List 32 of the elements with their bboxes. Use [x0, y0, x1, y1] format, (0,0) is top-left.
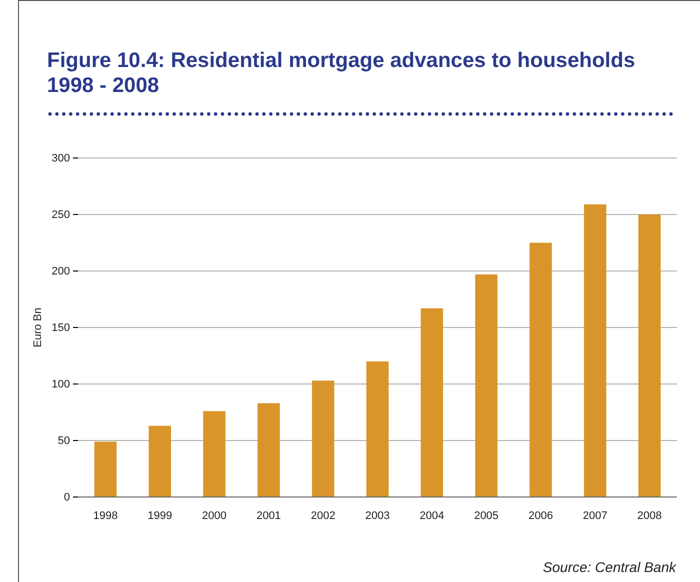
y-tick-label: 50 [58, 435, 70, 448]
x-tick-label: 1999 [148, 510, 172, 522]
x-tick-label: 2002 [310, 510, 336, 522]
x-tick-label: 2006 [528, 510, 553, 522]
bar [366, 361, 389, 497]
y-tick-label: 250 [52, 209, 70, 222]
bar [584, 204, 606, 497]
bar [638, 214, 661, 497]
bar [530, 242, 552, 497]
x-tick-label: 2008 [637, 510, 662, 522]
y-tick-label: 0 [64, 492, 70, 504]
bar [420, 308, 444, 497]
bar [258, 403, 280, 497]
x-tick-label: 2001 [256, 510, 281, 522]
y-tick-label: 150 [52, 322, 70, 334]
y-tick-label: 100 [52, 378, 70, 391]
bar [94, 442, 117, 497]
y-axis-title: Euro Bn [32, 308, 44, 348]
source-note: Source: Central Bank [542, 559, 677, 575]
x-tick-label: 2005 [474, 510, 499, 522]
x-tick-label: 2000 [202, 510, 227, 522]
y-tick-label: 300 [52, 152, 70, 165]
bar [312, 380, 334, 497]
x-tick-label: 2007 [582, 510, 608, 522]
x-tick-label: 1998 [93, 510, 118, 522]
chart-title: Figure 10.4: Residential mortgage advances to households 1998 - 2008 [47, 49, 636, 97]
y-tick-label: 200 [52, 266, 70, 278]
bar [475, 274, 498, 497]
bar [203, 411, 226, 497]
x-tick-label: 2003 [365, 510, 390, 522]
bar [148, 426, 172, 497]
x-tick-label: 2004 [420, 510, 444, 522]
